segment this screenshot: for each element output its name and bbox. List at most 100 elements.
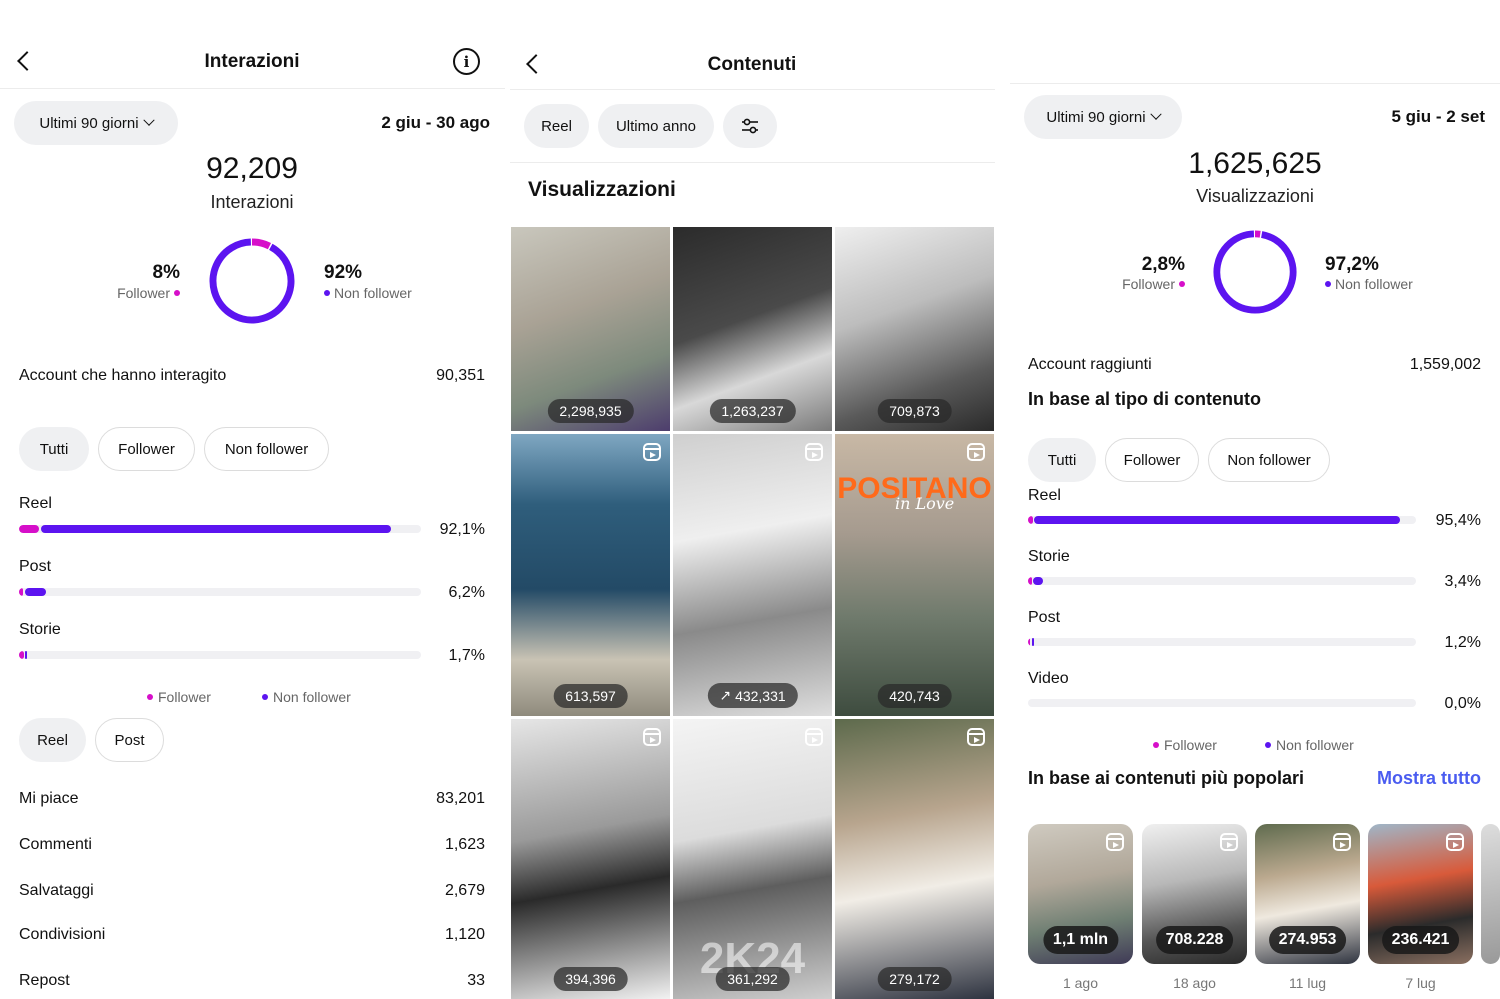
filter-follower[interactable]: Follower: [1105, 438, 1199, 482]
view-count: 709,873: [877, 399, 952, 423]
total-views-label: Visualizzazioni: [1196, 186, 1314, 206]
popular-date: 7 lug: [1405, 975, 1436, 991]
bar-track: [19, 588, 421, 596]
reel-icon: [805, 443, 823, 461]
filter-all[interactable]: Tutti: [1028, 438, 1096, 482]
overlay-subtitle: in Love: [895, 494, 955, 513]
non-follower-legend: Non follower: [324, 285, 412, 301]
follower-percent: 8%: [152, 262, 180, 283]
content-tile[interactable]: 2K24 361,292: [673, 719, 832, 999]
bar-value: 1,2%: [1444, 634, 1481, 651]
bar-track: [1028, 638, 1416, 646]
non-follower-label: Non follower: [334, 285, 412, 301]
content-tile[interactable]: 1,263,237: [673, 227, 832, 431]
view-count: 394,396: [553, 967, 628, 991]
donut-non-follower-arc: [1213, 230, 1297, 314]
filter-settings-button[interactable]: [723, 104, 777, 148]
follower-legend: Follower: [1122, 276, 1185, 292]
bar-value: 6,2%: [448, 584, 485, 601]
view-count-value: 432,331: [735, 687, 786, 704]
date-range: 2 giu - 30 ago: [381, 113, 490, 132]
back-arrow-icon[interactable]: [17, 51, 37, 71]
legend-follower-label: Follower: [1164, 737, 1217, 753]
popular-thumbnail[interactable]: 1,1 mln: [1028, 824, 1133, 964]
content-tile[interactable]: 394,396: [511, 719, 670, 999]
legend-non-follower: Non follower: [262, 689, 351, 705]
follower-label: Follower: [1122, 276, 1175, 292]
back-arrow-icon[interactable]: [526, 54, 546, 74]
view-count: 613,597: [553, 684, 628, 708]
non-follower-label: Non follower: [1335, 276, 1413, 292]
content-tile[interactable]: 709,873: [835, 227, 994, 431]
popular-thumbnail[interactable]: 274.953: [1255, 824, 1360, 964]
reel-icon: [643, 728, 661, 746]
follower-dot-icon: [1153, 742, 1159, 748]
content-tile[interactable]: 613,597: [511, 434, 670, 716]
non-follower-percent: 92%: [324, 262, 363, 283]
bar-non-follower-segment: [25, 651, 28, 659]
period-label: Ultimi 90 giorni: [1046, 108, 1146, 126]
popular-thumbnail[interactable]: 708.228: [1142, 824, 1247, 964]
reel-icon: [805, 728, 823, 746]
period-dropdown[interactable]: Ultimi 90 giorni: [14, 101, 178, 145]
period-label: Ultimi 90 giorni: [39, 114, 139, 132]
total-views: 1,625,625: [1188, 147, 1322, 180]
legend-follower-label: Follower: [158, 689, 211, 705]
popular-date: 18 ago: [1173, 975, 1216, 991]
legend-non-follower: Non follower: [1265, 737, 1354, 753]
accounts-reached-value: 1,559,002: [1409, 356, 1481, 373]
legend-follower: Follower: [147, 689, 211, 705]
donut-follower-arc: [1213, 230, 1297, 314]
follower-dot-icon: [174, 290, 180, 296]
page-title: Contenuti: [707, 54, 797, 75]
popular-thumbnail[interactable]: 236.421: [1368, 824, 1473, 964]
content-tile[interactable]: 2,298,935: [511, 227, 670, 431]
bar-non-follower-segment: [1031, 638, 1035, 646]
period-dropdown[interactable]: Ultimi 90 giorni: [1024, 95, 1182, 139]
bar-track: [19, 651, 421, 659]
views-panel: Ultimi 90 giorni 5 giu - 2 set 1,625,625…: [1010, 0, 1500, 999]
legend-follower: Follower: [1153, 737, 1217, 753]
filter-period[interactable]: Ultimo anno: [598, 104, 714, 148]
metric-likes-value: 83,201: [436, 790, 485, 807]
filter-follower[interactable]: Follower: [98, 427, 195, 471]
bar-follower-segment: [1028, 516, 1033, 524]
tab-post[interactable]: Post: [95, 718, 164, 762]
bar-label: Post: [19, 558, 52, 575]
bar-follower-segment: [1028, 577, 1032, 585]
view-count-value: 279,172: [889, 971, 940, 987]
bar-non-follower-segment: [1034, 516, 1400, 524]
bar-follower-segment: [1028, 638, 1031, 646]
non-follower-legend: Non follower: [1325, 276, 1413, 292]
content-type-title: In base al tipo di contenuto: [1028, 389, 1262, 409]
views-donut: [1213, 230, 1297, 314]
chevron-down-icon: [142, 114, 155, 126]
content-tile[interactable]: 279,172: [835, 719, 994, 999]
trending-icon: ↗: [719, 687, 732, 703]
show-all-link[interactable]: Mostra tutto: [1377, 768, 1481, 788]
bar-value: 3,4%: [1444, 573, 1481, 590]
filter-type[interactable]: Reel: [524, 104, 589, 148]
header-divider: [1010, 83, 1500, 84]
sliders-icon: [742, 118, 758, 134]
view-count: 361,292: [715, 967, 790, 991]
popular-thumbnail-partial[interactable]: [1481, 824, 1500, 964]
filter-all[interactable]: Tutti: [19, 427, 89, 471]
metric-comments-label: Commenti: [19, 836, 92, 853]
filter-non-follower[interactable]: Non follower: [1208, 438, 1330, 482]
header-divider: [510, 89, 995, 90]
non-follower-percent: 97,2%: [1325, 254, 1379, 275]
metric-comments-value: 1,623: [444, 836, 485, 853]
tab-reel[interactable]: Reel: [19, 718, 86, 762]
content-tile[interactable]: POSITANO in Love 420,743: [835, 434, 994, 716]
metric-reposts-label: Repost: [19, 972, 70, 989]
total-interactions-label: Interazioni: [210, 192, 294, 212]
non-follower-dot-icon: [1265, 742, 1271, 748]
non-follower-dot-icon: [262, 694, 268, 700]
info-icon[interactable]: i: [453, 48, 480, 75]
content-tile[interactable]: ↗ 432,331: [673, 434, 832, 716]
follower-label: Follower: [117, 285, 170, 301]
popular-date: 11 lug: [1288, 975, 1327, 991]
filter-non-follower[interactable]: Non follower: [204, 427, 329, 471]
popular-value: 1,1 mln: [1042, 926, 1119, 954]
